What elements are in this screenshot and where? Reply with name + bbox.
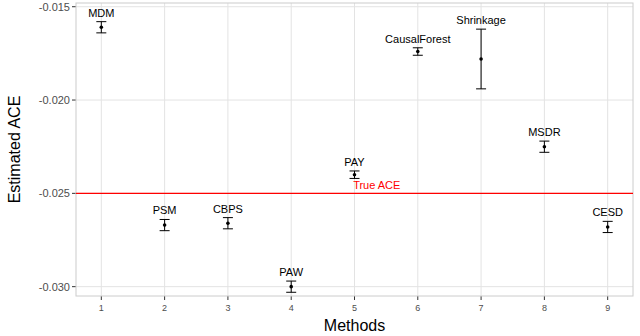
error-bar <box>223 218 233 229</box>
point <box>163 223 167 227</box>
point <box>479 57 483 61</box>
x-tick <box>481 296 482 300</box>
x-tick <box>544 296 545 300</box>
x-tick-label: 3 <box>225 303 230 313</box>
y-tick <box>72 193 76 194</box>
y-tick <box>72 286 76 287</box>
point <box>226 221 230 225</box>
x-tick-label: 9 <box>605 303 610 313</box>
x-tick-label: 6 <box>415 303 420 313</box>
y-tick-label: -0.020 <box>39 94 70 106</box>
error-bar-cap <box>286 292 296 293</box>
x-grid-line <box>101 3 102 296</box>
error-bar-cap <box>350 170 360 171</box>
point <box>606 225 610 229</box>
y-tick-label: -0.030 <box>39 281 70 293</box>
y-tick <box>72 100 76 101</box>
y-tick <box>72 6 76 7</box>
x-tick <box>354 296 355 300</box>
point-label: PAY <box>344 156 365 168</box>
error-bar <box>539 141 549 152</box>
error-bar-cap <box>286 281 296 282</box>
error-bar-cap <box>96 21 106 22</box>
error-bar <box>476 29 486 89</box>
x-grid-line <box>481 3 482 296</box>
reference-line <box>76 193 633 194</box>
error-bar-cap <box>603 232 613 233</box>
x-grid-line <box>417 3 418 296</box>
error-bar-cap <box>603 221 613 222</box>
point-label: PSM <box>153 204 177 216</box>
error-bar-cap <box>223 217 233 218</box>
x-tick-label: 7 <box>479 303 484 313</box>
error-bar <box>160 219 170 230</box>
point <box>353 173 357 177</box>
reference-label: True ACE <box>353 179 400 191</box>
y-tick-label: -0.025 <box>39 187 70 199</box>
x-tick <box>417 296 418 300</box>
error-bar-cap <box>160 219 170 220</box>
error-bar <box>603 221 613 232</box>
error-bar <box>96 22 106 33</box>
plot-frame <box>76 3 633 296</box>
x-tick-label: 2 <box>162 303 167 313</box>
grid <box>76 3 633 296</box>
error-bar-cap <box>413 47 423 48</box>
error-bar <box>413 48 423 55</box>
point <box>416 50 420 54</box>
x-tick <box>101 296 102 300</box>
x-grid-line <box>164 3 165 296</box>
point-label: MSDR <box>528 126 560 138</box>
point <box>289 285 293 289</box>
error-bar-cap <box>539 152 549 153</box>
x-tick <box>607 296 608 300</box>
x-tick-label: 1 <box>99 303 104 313</box>
error-bar-cap <box>96 32 106 33</box>
x-tick <box>291 296 292 300</box>
plot-background <box>76 3 633 296</box>
error-bar-cap <box>413 55 423 56</box>
x-grid-line <box>607 3 608 296</box>
marks <box>76 22 633 293</box>
error-bar <box>286 281 296 292</box>
x-tick-label: 8 <box>542 303 547 313</box>
point <box>543 145 547 149</box>
x-tick <box>164 296 165 300</box>
x-grid-line <box>354 3 355 296</box>
y-axis-title: Estimated ACE <box>6 96 23 204</box>
chart: -0.030 -0.025 -0.020 -0.015 1 2 3 4 5 6 7 8 9 MDM PSM C… <box>0 0 640 336</box>
error-bar-cap <box>539 141 549 142</box>
error-bar <box>350 171 360 178</box>
x-tick <box>227 296 228 300</box>
point <box>100 25 104 29</box>
x-axis-title: Methods <box>324 317 385 334</box>
x-tick-label: 4 <box>289 303 294 313</box>
error-bar-cap <box>160 230 170 231</box>
point-label: CESD <box>592 206 623 218</box>
error-bar-cap <box>476 29 486 30</box>
point-label: CausalForest <box>385 33 450 45</box>
x-grid-line <box>544 3 545 296</box>
x-grid-line <box>291 3 292 296</box>
point-label: PAW <box>279 266 303 278</box>
point-label: CBPS <box>213 203 243 215</box>
y-tick-label: -0.015 <box>39 1 70 13</box>
error-bar-cap <box>476 88 486 89</box>
x-grid-line <box>227 3 228 296</box>
error-bar-cap <box>223 228 233 229</box>
y-grid-line <box>76 193 633 194</box>
x-tick-label: 5 <box>352 303 357 313</box>
point-label: MDM <box>88 7 114 19</box>
point-label: Shrinkage <box>456 14 506 26</box>
